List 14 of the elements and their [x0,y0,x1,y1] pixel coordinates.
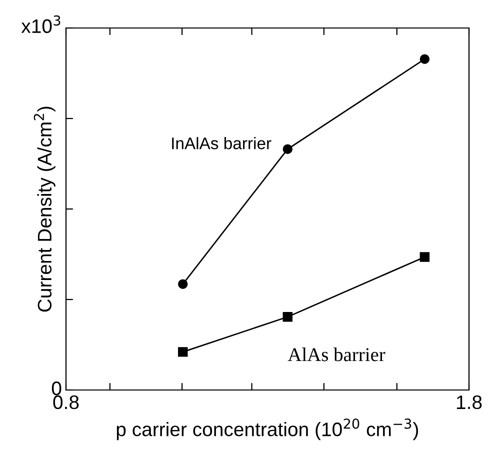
x-axis-title: p carrier concentration (10$^{20}$ cm$^{−3}$) [116,418,418,440]
series-label: AlAs barrier [288,348,386,362]
text: 0 [52,381,62,396]
point [282,144,293,154]
x-tick-label: 0.8 [53,395,79,410]
point [420,252,430,262]
text: x10$^{3}$ [21,15,60,34]
point [420,54,430,64]
point [178,279,188,289]
point [282,312,293,322]
y-axis-title: Current Density (A/cm$^{2}$) [34,106,56,312]
series-label: InAlAs barrier [172,137,272,150]
x-tick-label: 1.8 [456,395,482,410]
point [178,347,188,357]
